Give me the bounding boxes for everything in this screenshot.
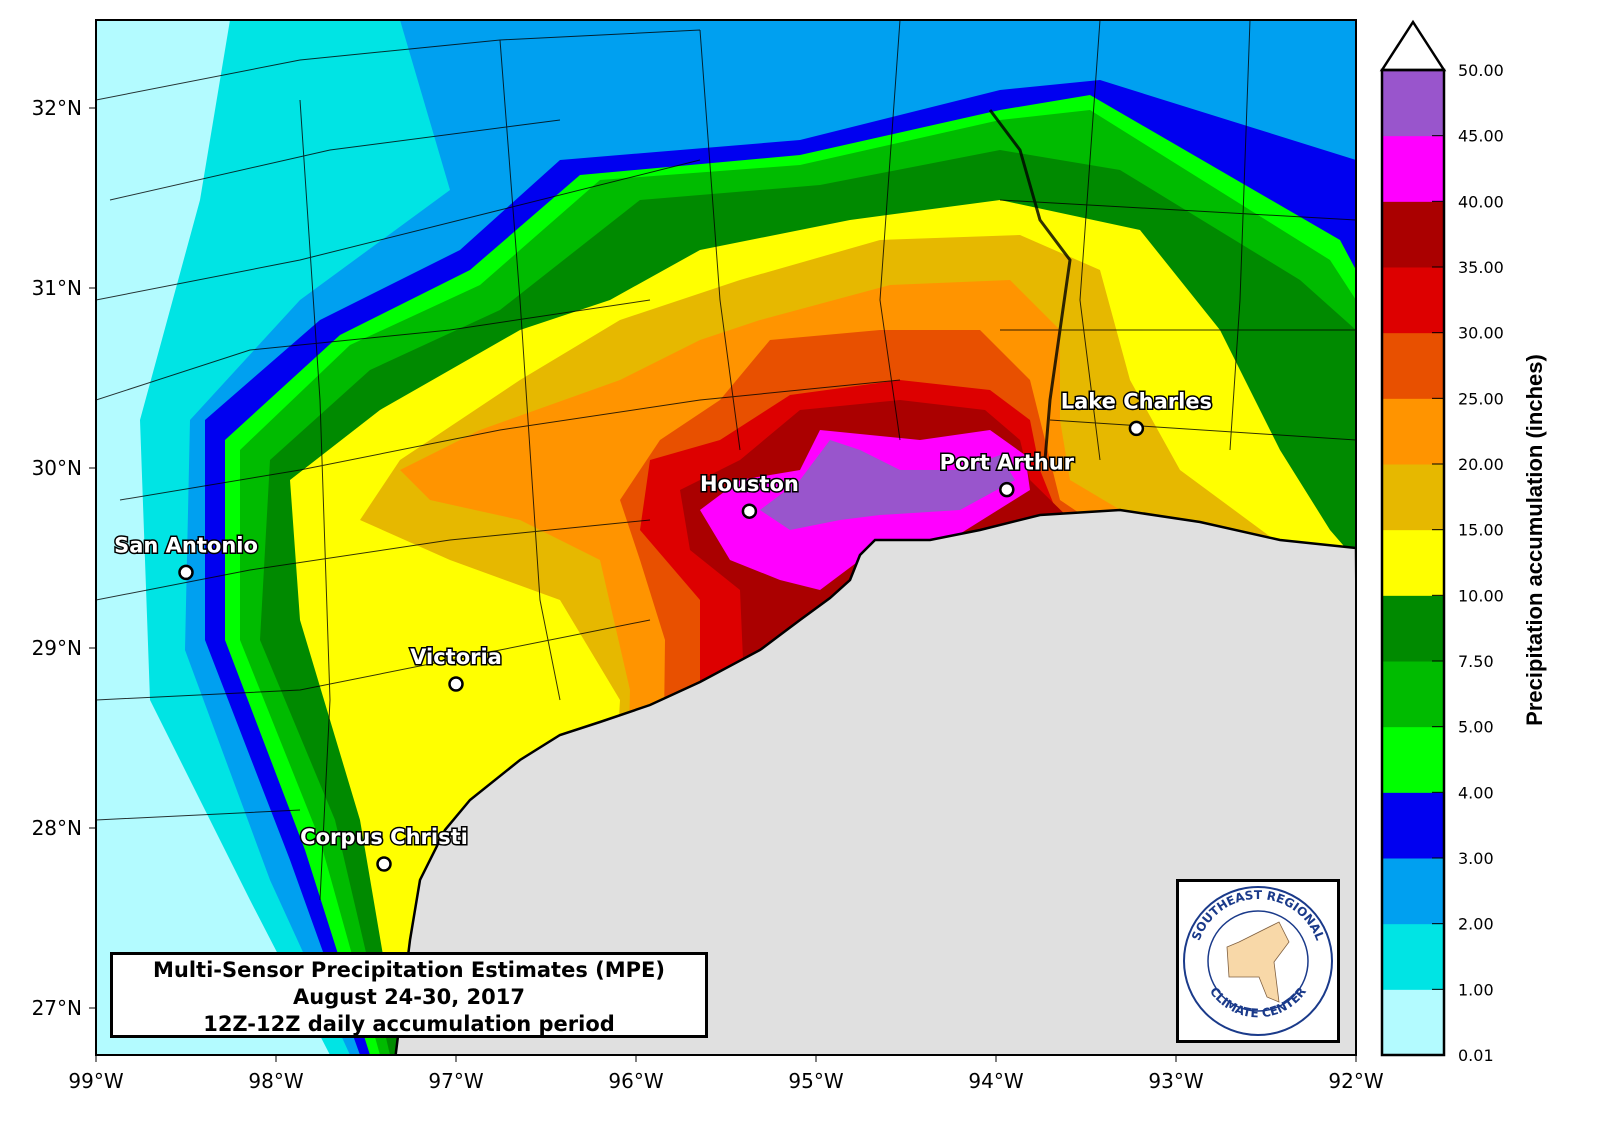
city-label: Lake Charles (1061, 389, 1212, 413)
city-label: Houston (700, 472, 799, 496)
lat-tick-label: 27°N (32, 996, 82, 1020)
lon-tick-label: 95°W (788, 1069, 843, 1093)
colorbar-tick-label: 20.00 (1458, 455, 1504, 474)
lon-tick-label: 94°W (968, 1069, 1023, 1093)
colorbar-tick-label: 15.00 (1458, 521, 1504, 540)
colorbar-tick-label: 4.00 (1458, 783, 1494, 802)
colorbar-tick-label: 40.00 (1458, 192, 1504, 211)
lon-tick-label: 97°W (428, 1069, 483, 1093)
colorbar-frame (1380, 68, 1446, 1057)
lon-tick-label: 99°W (68, 1069, 123, 1093)
lat-tick-label: 29°N (32, 636, 82, 660)
colorbar-tick-label: 30.00 (1458, 324, 1504, 343)
title-line-3: 12Z-12Z daily accumulation period (203, 1012, 615, 1036)
srcc-logo: SOUTHEAST REGIONAL CLIMATE CENTER (1176, 879, 1340, 1043)
colorbar-swatch (1382, 464, 1444, 531)
colorbar-swatch (1382, 398, 1444, 465)
county-lines (96, 20, 1356, 901)
colorbar-tick-label: 25.00 (1458, 389, 1504, 408)
logo-bottom-text: CLIMATE CENTER (1207, 985, 1309, 1021)
lat-tick-label: 30°N (32, 456, 82, 480)
colorbar-tick-label: 10.00 (1458, 586, 1504, 605)
colorbar-swatch (1382, 858, 1444, 925)
gulf-of-mexico (394, 508, 1356, 1055)
colorbar-tick-label: 1.00 (1458, 980, 1494, 999)
colorbar-swatch (1382, 70, 1444, 137)
city-dot (1128, 420, 1145, 437)
city-dot (741, 503, 758, 519)
colorbar-extend-arrow (1379, 19, 1447, 72)
colorbar-tick-label: 0.01 (1458, 1046, 1494, 1065)
colorbar-swatch (1382, 201, 1444, 268)
colorbar-swatch (1382, 135, 1444, 202)
precip-field (96, 20, 1356, 1055)
map-title-box: Multi-Sensor Precipitation Estimates (MP… (110, 952, 708, 1038)
colorbar-tick-label: 5.00 (1458, 718, 1494, 737)
map-frame (95, 19, 1357, 1056)
lat-tick-label: 31°N (32, 276, 82, 300)
city-label: San Antonio (114, 533, 258, 557)
lat-tick-label: 32°N (32, 96, 82, 120)
colorbar-tick-label: 2.00 (1458, 915, 1494, 934)
colorbar-swatch (1382, 529, 1444, 596)
city-markers: San Antonio Victoria Corpus Christi Houston… (113, 388, 1214, 872)
lon-tick-label: 96°W (608, 1069, 663, 1093)
colorbar-swatch (1382, 726, 1444, 793)
colorbar-swatch (1382, 661, 1444, 728)
colorbar-swatch (1382, 267, 1444, 334)
colorbar-tick-label: 45.00 (1458, 127, 1504, 146)
title-line-1: Multi-Sensor Precipitation Estimates (MP… (153, 958, 665, 982)
city-dot (376, 856, 392, 872)
colorbar-tick-label: 35.00 (1458, 258, 1504, 277)
city-dot (178, 564, 194, 581)
colorbar-tick-label: 7.50 (1458, 652, 1494, 671)
lon-tick-label: 92°W (1328, 1069, 1383, 1093)
colorbar-tick-label: 50.00 (1458, 61, 1504, 80)
band-45 (760, 440, 1015, 530)
svg-text:CLIMATE CENTER: CLIMATE CENTER (1207, 985, 1309, 1021)
city-dot (448, 676, 464, 692)
axis-ticks: 99°W 98°W 97°W 96°W 95°W 94°W 93°W 92°W 32°N 31°N… (32, 96, 1384, 1093)
colorbar-tick-label: 3.00 (1458, 849, 1494, 868)
colorbar-swatch (1382, 923, 1444, 990)
city-label: Port Arthur (940, 451, 1075, 475)
colorbar-swatch (1382, 792, 1444, 859)
srcc-logo-icon: SOUTHEAST REGIONAL CLIMATE CENTER (1183, 886, 1333, 1036)
colorbar-swatch (1382, 595, 1444, 662)
colorbar-label: Precipitation accumulation (inches) (1522, 354, 1547, 726)
lon-tick-label: 93°W (1148, 1069, 1203, 1093)
city-label: Victoria (410, 645, 502, 669)
lat-tick-label: 28°N (32, 816, 82, 840)
title-line-2: August 24-30, 2017 (293, 985, 525, 1009)
colorbar-swatch (1382, 332, 1444, 399)
lon-tick-label: 98°W (248, 1069, 303, 1093)
colorbar: 0.01 1.00 2.00 3.00 4.00 5.00 7.50 10.00 15.00 20… (1379, 19, 1504, 1065)
city-dot (999, 481, 1015, 498)
city-label: Corpus Christi (300, 825, 468, 849)
colorbar-swatch (1382, 989, 1444, 1056)
